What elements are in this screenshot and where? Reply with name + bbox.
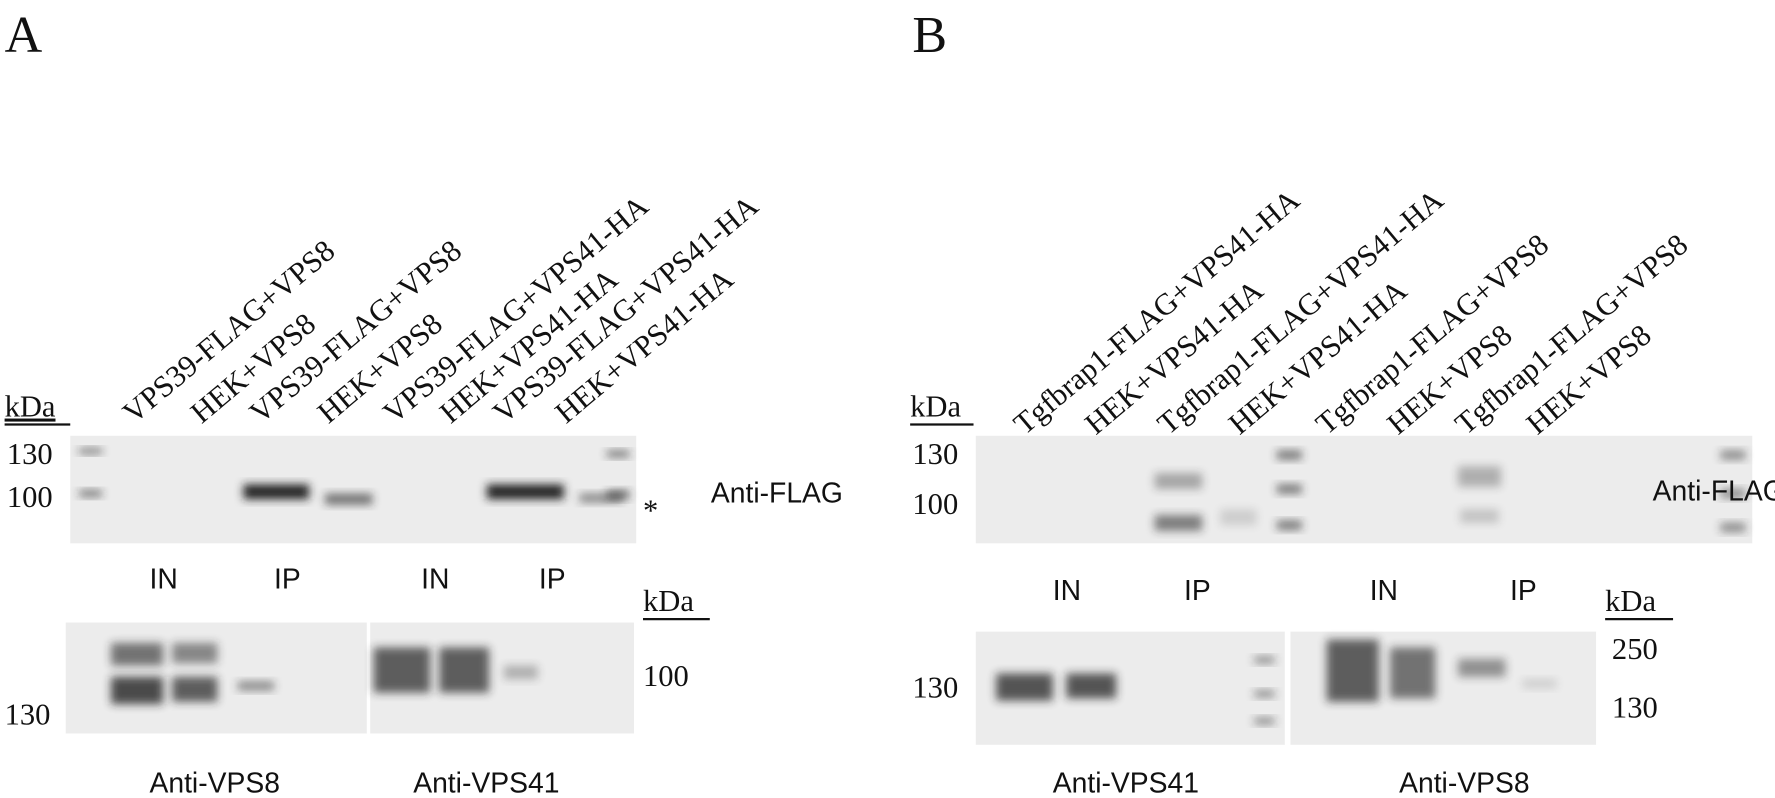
panel-label: A xyxy=(5,7,43,64)
antibody-label: Anti-VPS8 xyxy=(149,766,279,798)
bands xyxy=(79,448,630,505)
kda-label: kDa xyxy=(643,584,694,618)
lane-labels: VPS39-FLAG+VPS8 HEK+VPS8 VPS39-FLAG+VPS8… xyxy=(116,189,764,430)
marker-label: 250 xyxy=(1612,632,1658,666)
kda-label: kDa xyxy=(910,390,961,424)
lane-labels: Tgfbrap1-FLAG+VPS41-HA HEK+VPS41-HA Tgfb… xyxy=(1007,183,1694,442)
group-label: IN xyxy=(1370,574,1398,606)
marker-label: 130 xyxy=(5,697,51,731)
marker-label: 100 xyxy=(912,487,958,521)
bands xyxy=(996,639,1557,725)
antibody-label: Anti-FLAG xyxy=(711,477,843,509)
group-label: IN xyxy=(1053,574,1081,606)
marker-label: 100 xyxy=(7,480,53,514)
marker-label: 130 xyxy=(1612,691,1658,725)
group-label: IP xyxy=(1184,574,1211,606)
group-label: IP xyxy=(274,563,301,595)
kda-label: kDa xyxy=(5,390,56,424)
panel-label: B xyxy=(912,7,947,64)
marker-label: 100 xyxy=(643,659,689,693)
bands xyxy=(111,642,538,705)
kda-label: kDa xyxy=(1605,584,1656,618)
marker-label: 130 xyxy=(912,670,958,704)
group-label: IN xyxy=(149,563,177,595)
antibody-label: Anti-VPS41 xyxy=(1053,766,1199,798)
blot xyxy=(975,435,1753,544)
group-label: IP xyxy=(1510,574,1537,606)
antibody-label: Anti-VPS41 xyxy=(413,766,559,798)
antibody-label: Anti-VPS8 xyxy=(1399,766,1529,798)
group-label: IP xyxy=(539,563,566,595)
bands xyxy=(1154,450,1746,532)
marker-label: 130 xyxy=(912,437,958,471)
group-label: IN xyxy=(421,563,449,595)
marker-label: 130 xyxy=(7,437,53,471)
note: * xyxy=(643,494,658,528)
antibody-label: Anti-FLAG xyxy=(1653,474,1775,506)
